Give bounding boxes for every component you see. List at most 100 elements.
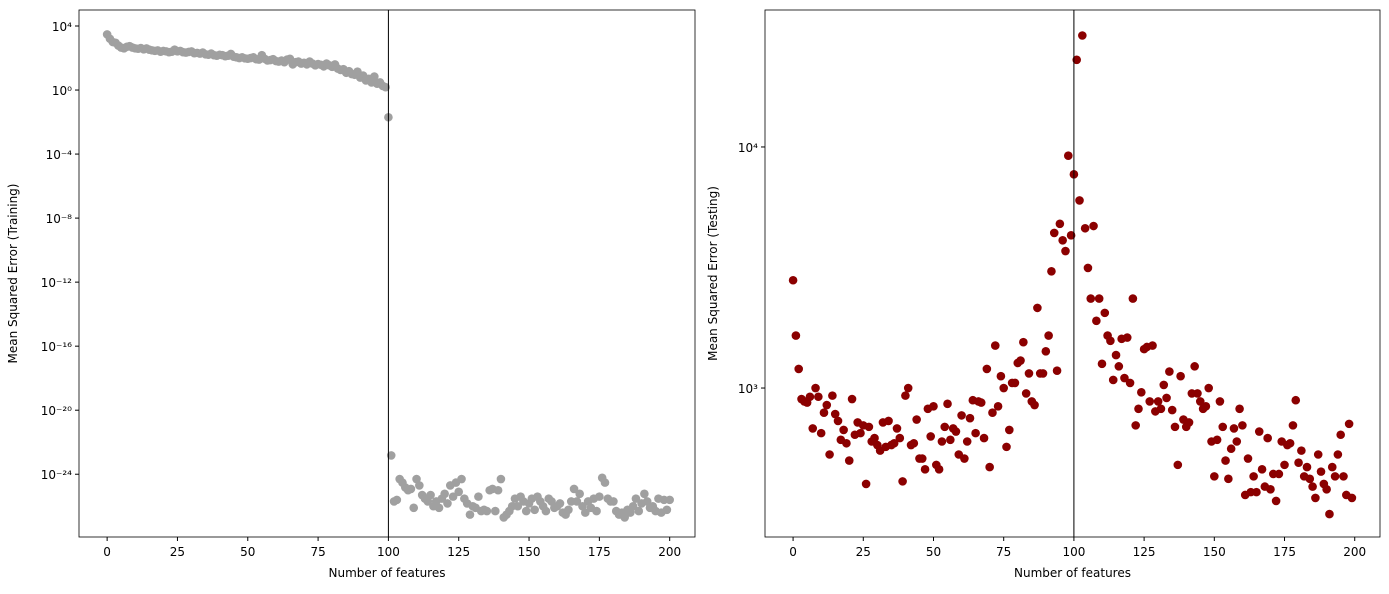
x-tick-label: 175 [1273, 545, 1296, 559]
y-axis-label: Mean Squared Error (Training) [6, 184, 20, 364]
point [833, 416, 843, 426]
point [1097, 359, 1107, 369]
point [1052, 366, 1062, 376]
point [448, 492, 458, 501]
x-tick-label: 100 [377, 545, 400, 559]
point [496, 474, 506, 484]
point [569, 484, 579, 494]
point [600, 478, 610, 487]
x-axis-label: Number of features [329, 566, 446, 580]
point [1148, 341, 1157, 350]
x-tick-label: 150 [518, 545, 541, 559]
point [940, 422, 950, 432]
point [943, 399, 952, 409]
point [493, 485, 503, 495]
point [788, 275, 798, 285]
point [805, 392, 815, 402]
point [1131, 421, 1140, 430]
point [1167, 405, 1177, 415]
x-tick-label: 175 [588, 545, 611, 559]
point [1044, 331, 1053, 340]
point [1280, 460, 1289, 470]
point [971, 428, 980, 438]
y-tick-label: 10⁻⁸ [46, 212, 73, 226]
point [1173, 460, 1183, 470]
point [912, 415, 921, 424]
point [1156, 404, 1166, 414]
point [575, 489, 584, 499]
point [1347, 493, 1357, 503]
point [595, 492, 604, 501]
point [946, 435, 955, 445]
point [1297, 446, 1306, 455]
point [1049, 228, 1059, 238]
point [634, 506, 644, 516]
point [1114, 362, 1124, 371]
axes-frame [78, 9, 696, 538]
point [856, 428, 865, 438]
point [1153, 397, 1163, 406]
y-tick-label: 10⁻¹² [41, 276, 72, 290]
point [1271, 496, 1281, 506]
point [1308, 482, 1317, 491]
point [454, 487, 464, 497]
point [1066, 231, 1076, 240]
point [951, 427, 961, 436]
point [1120, 373, 1129, 383]
point [1266, 485, 1275, 494]
x-tick-label: 0 [103, 545, 111, 559]
point [1002, 442, 1011, 452]
point [990, 341, 1000, 350]
point [1094, 294, 1104, 303]
point [1134, 404, 1143, 414]
point [988, 408, 997, 418]
point [1100, 308, 1110, 318]
point [1010, 378, 1020, 388]
point [465, 510, 475, 519]
x-tick-label: 150 [1203, 545, 1226, 559]
x-tick-label: 25 [170, 545, 185, 559]
point [1311, 493, 1320, 503]
x-tick-label: 75 [996, 545, 1011, 559]
point [1033, 303, 1042, 313]
point [842, 438, 851, 448]
point [392, 495, 402, 505]
point [926, 432, 935, 441]
y-tick-label: 10⁻²⁰ [41, 404, 72, 418]
point [609, 497, 618, 506]
point [581, 508, 590, 517]
point [901, 391, 910, 400]
point [847, 394, 857, 404]
point [903, 383, 913, 393]
point [513, 501, 523, 511]
point [895, 433, 905, 443]
y-tick-label: 10⁴ [738, 141, 758, 155]
point [979, 433, 989, 443]
point [1291, 395, 1301, 405]
point [1327, 462, 1337, 472]
point [631, 494, 641, 503]
x-tick-label: 125 [447, 545, 470, 559]
point [965, 413, 975, 423]
point [426, 490, 435, 500]
x-tick-label: 75 [310, 545, 325, 559]
point [1330, 472, 1340, 481]
point [415, 481, 424, 490]
point [929, 401, 938, 411]
point [892, 424, 902, 433]
point [999, 383, 1008, 393]
point [1210, 472, 1219, 481]
point [665, 495, 674, 505]
point [1063, 151, 1073, 160]
point [1252, 487, 1261, 497]
point [1204, 383, 1213, 393]
point [1294, 458, 1303, 468]
point [819, 408, 829, 418]
point [816, 428, 826, 438]
point [811, 383, 820, 393]
point [794, 364, 803, 374]
point [1184, 418, 1194, 427]
point [839, 425, 848, 435]
point [1190, 362, 1199, 371]
point [917, 454, 927, 463]
